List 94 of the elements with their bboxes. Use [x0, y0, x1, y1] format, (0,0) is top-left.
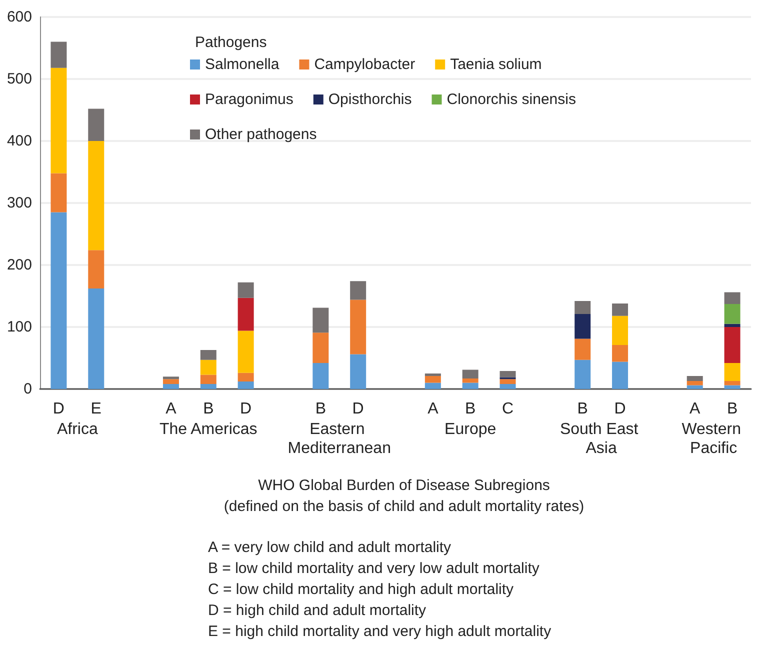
- bar: [686, 380, 703, 386]
- bar: [724, 380, 740, 386]
- bar: [724, 362, 740, 381]
- x-tick-label: A: [690, 400, 701, 418]
- bar: [350, 354, 366, 389]
- bar: [612, 316, 628, 345]
- x-tick-label: B: [203, 400, 214, 418]
- bar: [50, 173, 67, 212]
- x-tick-label: B: [577, 400, 588, 418]
- x-tick-label: D: [614, 400, 626, 418]
- bar: [238, 282, 254, 298]
- bar: [238, 330, 254, 373]
- bar: [574, 338, 591, 360]
- bar: [686, 385, 703, 389]
- y-tick-label: 400: [6, 132, 32, 150]
- bar: [462, 370, 478, 378]
- bar: [238, 298, 254, 331]
- y-tick-label: 0: [24, 380, 32, 398]
- bar: [574, 314, 591, 339]
- bar: [200, 384, 216, 389]
- legend-label: Other pathogens: [205, 126, 317, 143]
- bar: [724, 304, 740, 324]
- bar: [162, 384, 179, 389]
- bar: [574, 300, 591, 314]
- text: D = high child and adult mortality: [208, 602, 427, 619]
- bar: [350, 281, 366, 300]
- bar: [88, 288, 104, 389]
- legend-label: Opisthorchis: [328, 91, 412, 108]
- text: WHO Global Burden of Disease Subregions: [258, 477, 550, 494]
- bar: [500, 371, 516, 378]
- bar: [724, 324, 740, 327]
- bar: [612, 344, 628, 362]
- bar: [50, 68, 67, 174]
- bar: [612, 303, 628, 316]
- bar: [724, 327, 740, 363]
- x-tick-label: E: [90, 400, 102, 418]
- bar: [724, 292, 740, 304]
- text: C = low child mortality and high adult mortality: [208, 581, 514, 598]
- text: Europe: [444, 421, 496, 438]
- x-tick-label: A: [166, 400, 177, 418]
- legend-title: Pathogens: [195, 34, 267, 51]
- x-tick-label: B: [726, 400, 738, 418]
- text: South East Asia: [560, 421, 643, 457]
- bar: [312, 308, 329, 333]
- bar: [88, 141, 104, 250]
- text: Eastern Mediterranean: [288, 421, 391, 457]
- bar: [200, 350, 216, 360]
- legend-label: Paragonimus: [205, 91, 294, 108]
- x-tick-label: C: [502, 400, 514, 418]
- bar: [50, 212, 67, 389]
- bar: [88, 108, 104, 141]
- bar: [612, 362, 628, 389]
- bar: [462, 378, 478, 383]
- x-tick-label: D: [52, 400, 64, 418]
- legend-label: Salmonella: [205, 56, 280, 73]
- x-tick-label: D: [240, 400, 252, 418]
- legend-label: Taenia solium: [450, 56, 542, 73]
- bar: [200, 374, 216, 384]
- text: Western Pacific: [682, 421, 746, 457]
- y-tick-label: 300: [6, 194, 32, 212]
- bar: [162, 376, 179, 380]
- text: (defined on the basis of child and adult mortality rates): [224, 498, 584, 515]
- text: Africa: [56, 421, 98, 438]
- bar: [424, 382, 441, 389]
- bar: [574, 360, 591, 389]
- bar: [686, 376, 703, 381]
- bar: [88, 250, 104, 289]
- bar: [312, 362, 329, 389]
- legend-label: Clonorchis sinensis: [446, 91, 576, 108]
- bar: [724, 385, 740, 389]
- y-tick-label: 600: [6, 8, 32, 26]
- x-tick-label: D: [352, 400, 364, 418]
- bar: [312, 332, 329, 363]
- y-tick-label: 500: [6, 70, 32, 88]
- y-tick-label: 200: [6, 256, 32, 274]
- bar: [238, 382, 254, 389]
- bar: [462, 382, 478, 389]
- y-tick-label: 100: [6, 318, 32, 336]
- legend-label: Campylobacter: [314, 56, 416, 73]
- bar: [50, 42, 67, 68]
- text: A = very low child and adult mortality: [208, 539, 452, 556]
- bar: [162, 379, 179, 384]
- bar: [500, 384, 516, 389]
- x-tick-label: B: [465, 400, 476, 418]
- x-tick-label: A: [428, 400, 439, 418]
- text: The Americas: [159, 421, 258, 438]
- bar: [500, 379, 516, 384]
- bar: [424, 376, 441, 383]
- x-tick-label: B: [315, 400, 326, 418]
- text: B = low child mortality and very low adult mortality: [208, 560, 540, 577]
- bar: [238, 372, 254, 382]
- text: E = high child mortality and very high adult mortality: [208, 623, 552, 640]
- bar: [200, 360, 216, 375]
- bar: [350, 300, 366, 354]
